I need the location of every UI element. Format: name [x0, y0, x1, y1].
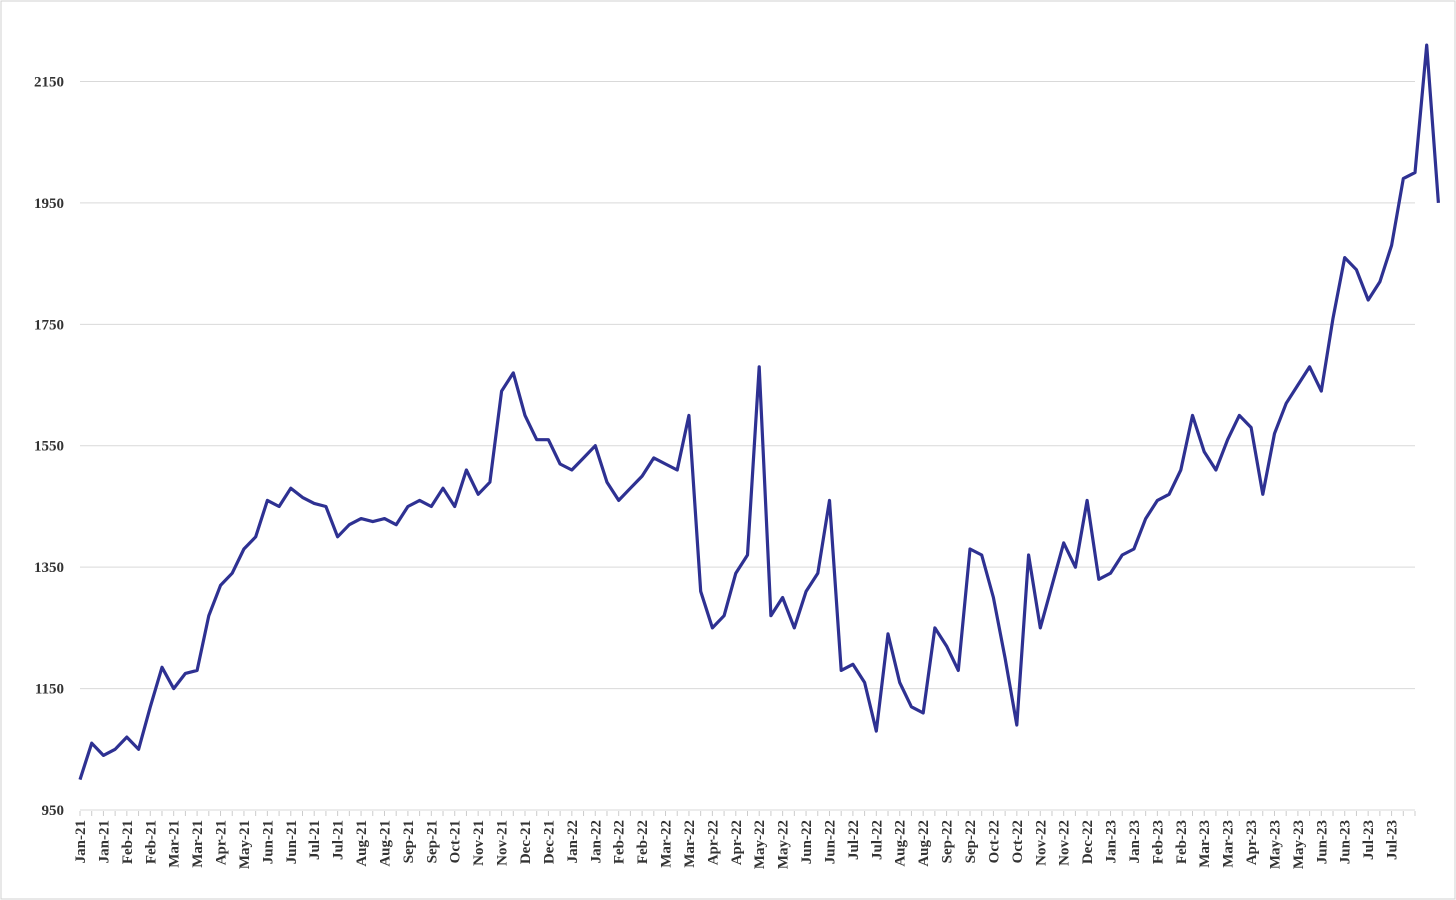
x-tick-label: Oct-22 [1010, 820, 1026, 863]
x-tick-label: Feb-22 [635, 820, 651, 864]
x-tick-label: Nov-22 [1033, 820, 1049, 866]
x-tick-label: Aug-21 [377, 820, 393, 867]
x-tick-label: Jun-22 [799, 820, 815, 864]
x-tick-label: Apr-22 [705, 820, 721, 865]
x-tick-label: Jul-23 [1385, 820, 1401, 860]
x-tick-label: Jun-23 [1314, 820, 1330, 864]
x-tick-label: Mar-22 [682, 820, 698, 868]
x-tick-label: May-23 [1291, 820, 1307, 869]
y-tick-label: 1150 [35, 682, 64, 698]
x-tick-label: Jan-23 [1104, 820, 1120, 863]
x-tick-label: Sep-22 [963, 820, 979, 863]
x-tick-label: May-21 [237, 820, 253, 869]
x-tick-label: Feb-23 [1150, 820, 1166, 864]
y-tick-label: 1550 [34, 439, 64, 455]
x-tick-label: Jun-21 [260, 820, 276, 864]
x-tick-label: Mar-23 [1197, 820, 1213, 868]
x-tick-label: Dec-21 [541, 820, 557, 864]
line-series [78, 43, 1440, 781]
x-tick-label: Sep-21 [424, 820, 440, 863]
x-tick-label: Mar-21 [167, 820, 183, 868]
x-tick-label: Sep-21 [401, 820, 417, 863]
x-tick-label: Oct-22 [986, 820, 1002, 863]
x-tick-label: Mar-21 [190, 820, 206, 868]
x-tick-label: Feb-23 [1174, 820, 1190, 864]
x-tick-label: Apr-23 [1244, 820, 1260, 865]
x-tick-label: Jun-22 [822, 820, 838, 864]
y-tick-label: 950 [42, 803, 65, 819]
x-tick-label: Mar-22 [659, 820, 675, 868]
x-tick-label: Apr-21 [214, 820, 230, 865]
x-tick-label: Jul-21 [307, 820, 323, 860]
x-tick-label: Feb-21 [120, 820, 136, 864]
x-tick-label: May-22 [776, 820, 792, 869]
y-tick-label: 1950 [34, 196, 64, 212]
y-tick-label: 2150 [34, 74, 64, 90]
x-tick-label: Nov-21 [495, 820, 511, 866]
x-tick-label: Feb-21 [143, 820, 159, 864]
x-tick-label: Dec-21 [518, 820, 534, 864]
x-tick-label: Jul-21 [331, 820, 347, 860]
x-tick-label: Jun-23 [1338, 820, 1354, 864]
x-tick-label: Jul-22 [869, 820, 885, 860]
x-tick-label: Sep-22 [940, 820, 956, 863]
x-tick-label: Aug-22 [893, 820, 909, 867]
x-tick-label: May-22 [752, 820, 768, 869]
x-tick-label: Nov-21 [471, 820, 487, 866]
x-tick-label: Apr-22 [729, 820, 745, 865]
x-tick-label: Mar-23 [1221, 820, 1237, 868]
x-tick-label: Jun-21 [284, 820, 300, 864]
x-tick-label: Feb-22 [612, 820, 628, 864]
x-tick-label: Jan-22 [565, 820, 581, 863]
x-tick-label: Jul-23 [1361, 820, 1377, 860]
x-tick-label: Dec-22 [1080, 820, 1096, 864]
x-tick-label: Oct-21 [448, 820, 464, 863]
x-tick-label: May-23 [1267, 820, 1283, 869]
x-tick-label: Jul-22 [846, 820, 862, 860]
y-tick-label: 1350 [34, 560, 64, 576]
x-tick-label: Jan-23 [1127, 820, 1143, 863]
x-tick-label: Aug-22 [916, 820, 932, 867]
y-tick-label: 1750 [34, 317, 64, 333]
x-tick-label: Nov-22 [1057, 820, 1073, 866]
x-tick-label: Aug-21 [354, 820, 370, 867]
x-tick-label: Jan-21 [96, 820, 112, 863]
x-tick-label: Jan-22 [588, 820, 604, 863]
x-tick-label: Jan-21 [73, 820, 89, 863]
